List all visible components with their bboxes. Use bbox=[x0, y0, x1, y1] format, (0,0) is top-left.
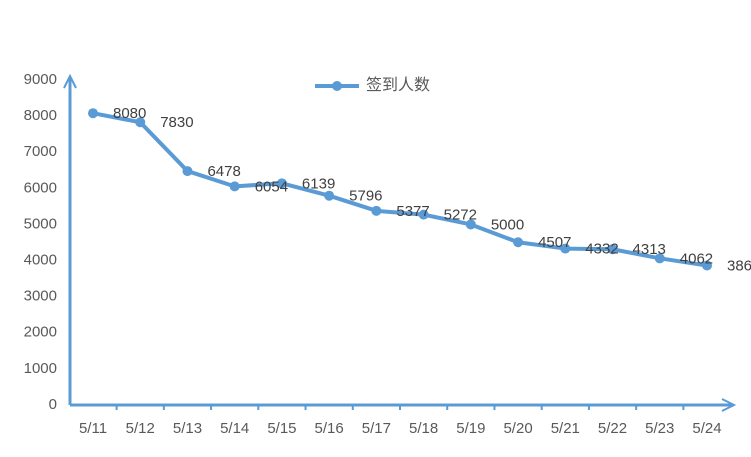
x-tick-label: 5/20 bbox=[503, 420, 532, 437]
data-label: 5796 bbox=[349, 188, 382, 205]
data-label: 5000 bbox=[491, 216, 524, 233]
y-tick-label: 2000 bbox=[24, 324, 57, 341]
data-label: 6139 bbox=[302, 175, 335, 192]
y-tick-label: 3000 bbox=[24, 288, 57, 305]
data-point bbox=[229, 181, 240, 192]
x-tick-label: 5/12 bbox=[126, 420, 155, 437]
data-line bbox=[92, 111, 708, 268]
data-label: 4332 bbox=[585, 241, 618, 258]
data-point bbox=[513, 237, 524, 248]
y-tick-label: 8000 bbox=[24, 107, 57, 124]
y-tick-label: 5000 bbox=[24, 215, 57, 232]
data-point bbox=[560, 243, 571, 254]
y-tick-label: 0 bbox=[49, 396, 57, 413]
x-tick-label: 5/15 bbox=[267, 420, 296, 437]
x-tick-label: 5/13 bbox=[173, 420, 202, 437]
data-point bbox=[418, 209, 429, 220]
data-label: 6478 bbox=[207, 163, 240, 180]
data-label: 5272 bbox=[444, 207, 477, 224]
y-axis-arrow bbox=[63, 73, 77, 89]
data-point bbox=[702, 260, 712, 271]
data-point bbox=[135, 117, 146, 128]
data-label: 6054 bbox=[255, 178, 288, 195]
data-point bbox=[607, 244, 618, 255]
x-tick-label: 5/18 bbox=[409, 420, 438, 437]
y-tick-label: 1000 bbox=[24, 360, 57, 377]
data-point bbox=[465, 219, 476, 230]
data-point bbox=[324, 190, 335, 201]
x-tick-label: 5/23 bbox=[645, 420, 674, 437]
y-tick-label: 4000 bbox=[24, 252, 57, 269]
x-tick-label: 5/24 bbox=[692, 420, 721, 437]
x-axis-arrow bbox=[721, 398, 737, 412]
x-tick-label: 5/21 bbox=[551, 420, 580, 437]
data-label: 4062 bbox=[680, 250, 713, 267]
data-label: 8080 bbox=[113, 105, 146, 122]
y-tick-label: 7000 bbox=[24, 143, 57, 160]
data-label: 7830 bbox=[160, 114, 193, 131]
x-tick-label: 5/16 bbox=[315, 420, 344, 437]
x-tick-label: 5/11 bbox=[79, 420, 107, 437]
x-tick-label: 5/22 bbox=[598, 420, 627, 437]
data-point bbox=[276, 178, 287, 189]
data-point bbox=[654, 253, 665, 264]
y-tick-label: 6000 bbox=[24, 179, 57, 196]
data-label: 4313 bbox=[633, 241, 666, 258]
legend-marker bbox=[332, 81, 342, 91]
x-tick-label: 5/19 bbox=[456, 420, 485, 437]
legend-label: 签到人数 bbox=[366, 76, 430, 94]
data-point bbox=[88, 108, 98, 119]
data-label: 4507 bbox=[538, 234, 571, 251]
y-tick-label: 9000 bbox=[24, 71, 57, 88]
data-label: 3864 bbox=[727, 257, 751, 274]
x-tick-label: 5/17 bbox=[362, 420, 391, 437]
data-point bbox=[371, 205, 382, 216]
data-label: 5377 bbox=[396, 203, 429, 220]
x-tick-label: 5/14 bbox=[220, 420, 249, 437]
data-point bbox=[182, 166, 193, 177]
